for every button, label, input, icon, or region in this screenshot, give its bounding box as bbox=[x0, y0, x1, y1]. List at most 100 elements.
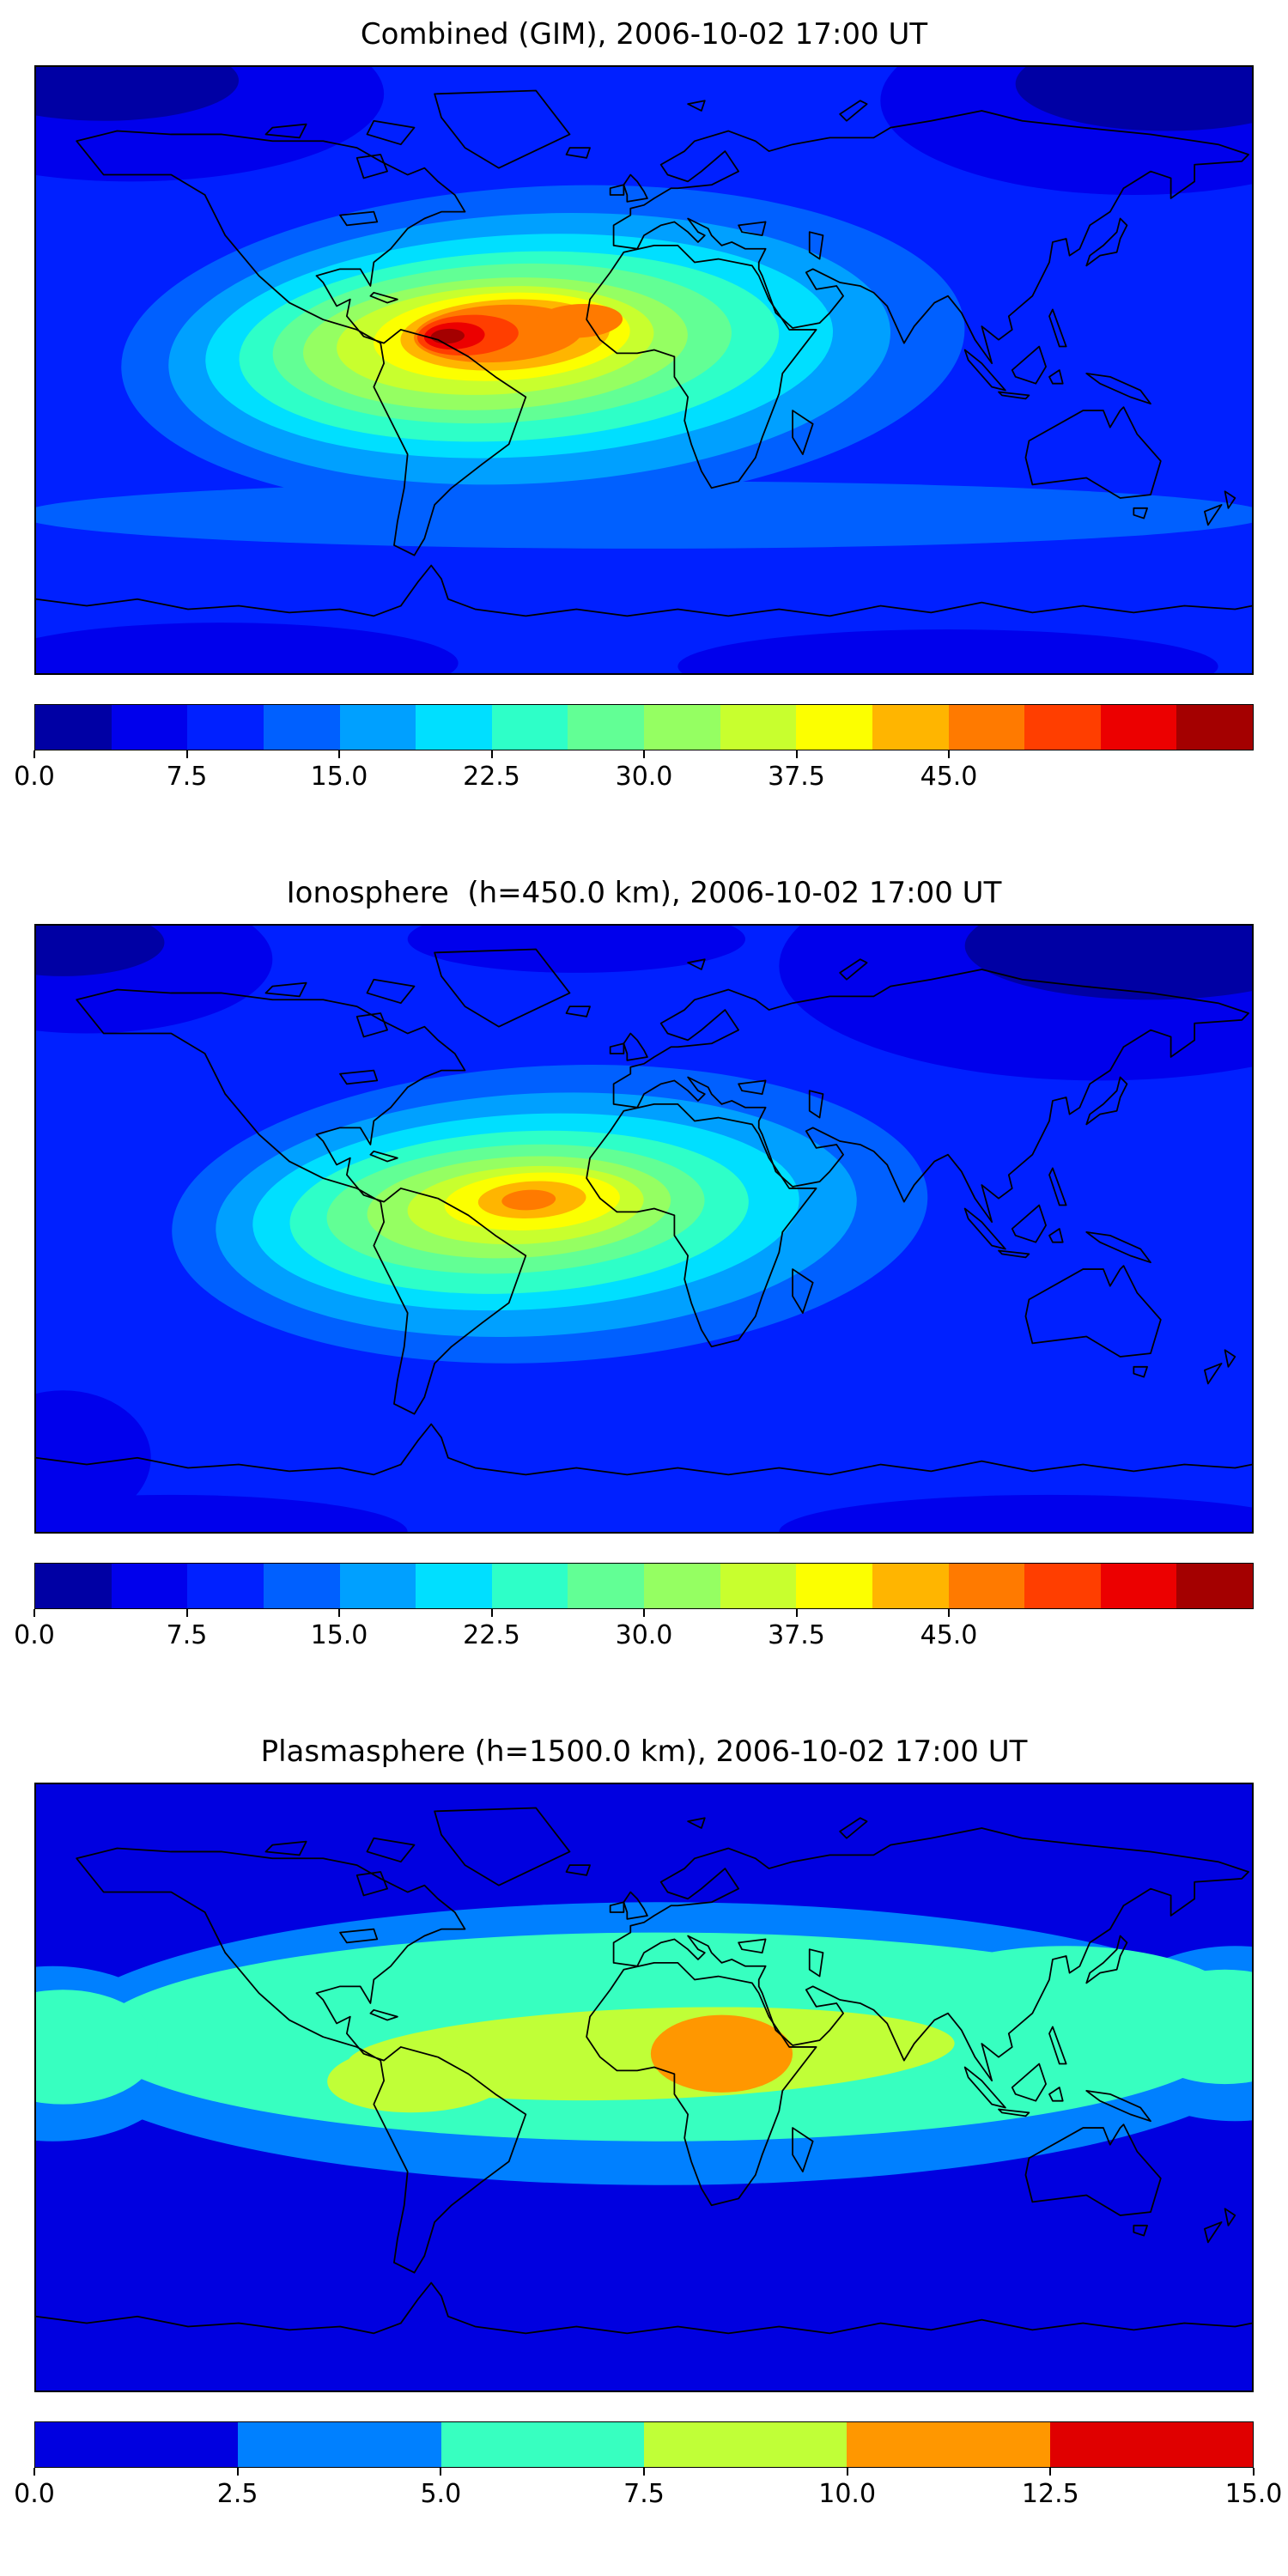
colorbar-tick-label: 22.5 bbox=[463, 762, 520, 792]
colorbar-tick-mark bbox=[33, 1609, 35, 1617]
colorbar-segment bbox=[948, 1564, 1025, 1608]
colorbar-tick-label: 7.5 bbox=[166, 1620, 208, 1650]
colorbar-segment bbox=[187, 1564, 264, 1608]
colorbar-tick-label: 7.5 bbox=[623, 2479, 665, 2509]
colorbar-segment bbox=[644, 705, 720, 750]
colorbar-segment bbox=[872, 1564, 949, 1608]
panel-combined-gim: Combined (GIM), 2006-10-02 17:00 UT bbox=[0, 0, 1288, 859]
colorbar-ticks: 0.0 7.5 15.0 22.5 30.0 37.5 45.0 bbox=[14, 750, 1254, 800]
colorbar-tick-label: 45.0 bbox=[920, 1620, 978, 1650]
colorbar-tick-mark bbox=[846, 2468, 848, 2476]
colorbar-segment bbox=[111, 705, 188, 750]
panel-title-plasmasphere: Plasmasphere (h=1500.0 km), 2006-10-02 1… bbox=[260, 1735, 1028, 1769]
colorbar-tick-mark bbox=[795, 1609, 798, 1617]
colorbar-tick-label: 2.5 bbox=[216, 2479, 258, 2509]
colorbar-segment bbox=[1024, 705, 1101, 750]
colorbar-segment bbox=[568, 1564, 644, 1608]
colorbar-segment bbox=[491, 705, 568, 750]
colorbar-tick-mark bbox=[643, 2468, 645, 2476]
equatorial-enhancement-contours bbox=[121, 185, 965, 512]
colorbar-segment bbox=[644, 1564, 720, 1608]
colorbar-tick-mark bbox=[185, 750, 188, 758]
colorbar-segment bbox=[491, 1564, 568, 1608]
colorbar-segment bbox=[948, 705, 1025, 750]
map-combined bbox=[34, 65, 1254, 675]
colorbar-segment bbox=[796, 705, 872, 750]
colorbar-ticks: 0.0 7.5 15.0 22.5 30.0 37.5 45.0 bbox=[14, 1609, 1254, 1659]
colorbar-segment bbox=[1024, 1564, 1101, 1608]
colorbar-tick-mark bbox=[643, 750, 645, 758]
map-svg-plasmasphere bbox=[36, 1784, 1252, 2391]
colorbar-tick-label: 5.0 bbox=[420, 2479, 462, 2509]
colorbar-segment bbox=[263, 1564, 340, 1608]
colorbar-segment bbox=[1176, 1564, 1253, 1608]
colorbar-segment bbox=[1100, 1564, 1177, 1608]
colorbar-segment bbox=[35, 705, 112, 750]
colorbar-segment bbox=[568, 705, 644, 750]
colorbar-segment bbox=[847, 2422, 1050, 2467]
colorbar-bar bbox=[34, 2421, 1254, 2468]
colorbar-tick-mark bbox=[440, 2468, 442, 2476]
equatorial-enhancement-contours bbox=[172, 1064, 928, 1364]
colorbar-segment bbox=[111, 1564, 188, 1608]
colorbar-segment bbox=[796, 1564, 872, 1608]
panel-plasmasphere: Plasmasphere (h=1500.0 km), 2006-10-02 1… bbox=[0, 1717, 1288, 2576]
colorbar-ticks: 0.0 2.5 5.0 7.5 10.0 12.5 15.0 bbox=[14, 2468, 1282, 2518]
colorbar-segment bbox=[35, 1564, 112, 1608]
colorbar-combined: 0.0 7.5 15.0 22.5 30.0 37.5 45.0 bbox=[14, 704, 1254, 800]
colorbar-tick-label: 37.5 bbox=[768, 762, 825, 792]
panel-ionosphere: Ionosphere (h=450.0 km), 2006-10-02 17:0… bbox=[0, 859, 1288, 1717]
colorbar-bar bbox=[34, 1563, 1254, 1609]
colorbar-segment bbox=[720, 1564, 797, 1608]
colorbar-tick-mark bbox=[490, 1609, 493, 1617]
colorbar-segment bbox=[339, 705, 416, 750]
colorbar-segment bbox=[416, 705, 492, 750]
colorbar-tick-mark bbox=[948, 750, 950, 758]
colorbar-segment bbox=[440, 2422, 644, 2467]
colorbar-segment bbox=[35, 2422, 239, 2467]
colorbar-tick-label: 30.0 bbox=[615, 1620, 673, 1650]
colorbar-ionosphere: 0.0 7.5 15.0 22.5 30.0 37.5 45.0 bbox=[14, 1563, 1254, 1659]
map-plasmasphere bbox=[34, 1783, 1254, 2392]
colorbar-bar bbox=[34, 704, 1254, 750]
colorbar-tick-label: 22.5 bbox=[463, 1620, 520, 1650]
colorbar-tick-label: 30.0 bbox=[615, 762, 673, 792]
colorbar-tick-label: 7.5 bbox=[166, 762, 208, 792]
colorbar-tick-mark bbox=[338, 1609, 340, 1617]
colorbar-tick-label: 0.0 bbox=[14, 1620, 55, 1650]
colorbar-tick-mark bbox=[643, 1609, 645, 1617]
colorbar-tick-label: 10.0 bbox=[818, 2479, 877, 2509]
colorbar-segment bbox=[187, 705, 264, 750]
colorbar-segment bbox=[643, 2422, 848, 2467]
map-svg-combined bbox=[36, 67, 1252, 673]
colorbar-tick-mark bbox=[795, 750, 798, 758]
colorbar-tick-label: 15.0 bbox=[310, 1620, 368, 1650]
colorbar-tick-mark bbox=[490, 750, 493, 758]
colorbar-plasmasphere: 0.0 2.5 5.0 7.5 10.0 12.5 15.0 bbox=[14, 2421, 1282, 2518]
colorbar-segment bbox=[1100, 705, 1177, 750]
colorbar-segment bbox=[339, 1564, 416, 1608]
colorbar-segment bbox=[720, 705, 797, 750]
colorbar-segment bbox=[416, 1564, 492, 1608]
plasmasphere-band-contours bbox=[36, 1902, 1252, 2185]
colorbar-tick-label: 12.5 bbox=[1021, 2479, 1079, 2509]
colorbar-segment bbox=[1176, 705, 1253, 750]
colorbar-segment bbox=[263, 705, 340, 750]
colorbar-tick-label: 45.0 bbox=[920, 762, 978, 792]
colorbar-tick-label: 0.0 bbox=[14, 2479, 55, 2509]
colorbar-tick-mark bbox=[948, 1609, 950, 1617]
colorbar-tick-label: 37.5 bbox=[768, 1620, 825, 1650]
colorbar-tick-mark bbox=[1253, 2468, 1255, 2476]
colorbar-segment bbox=[872, 705, 949, 750]
map-ionosphere bbox=[34, 924, 1254, 1534]
low-tec-regions bbox=[36, 926, 1252, 1532]
colorbar-segment bbox=[238, 2422, 441, 2467]
colorbar-tick-mark bbox=[33, 750, 35, 758]
panel-title-combined: Combined (GIM), 2006-10-02 17:00 UT bbox=[360, 17, 928, 52]
colorbar-tick-label: 0.0 bbox=[14, 762, 55, 792]
colorbar-segment bbox=[1049, 2422, 1253, 2467]
colorbar-tick-mark bbox=[185, 1609, 188, 1617]
colorbar-tick-mark bbox=[236, 2468, 239, 2476]
panel-title-ionosphere: Ionosphere (h=450.0 km), 2006-10-02 17:0… bbox=[286, 876, 1002, 910]
colorbar-tick-mark bbox=[338, 750, 340, 758]
